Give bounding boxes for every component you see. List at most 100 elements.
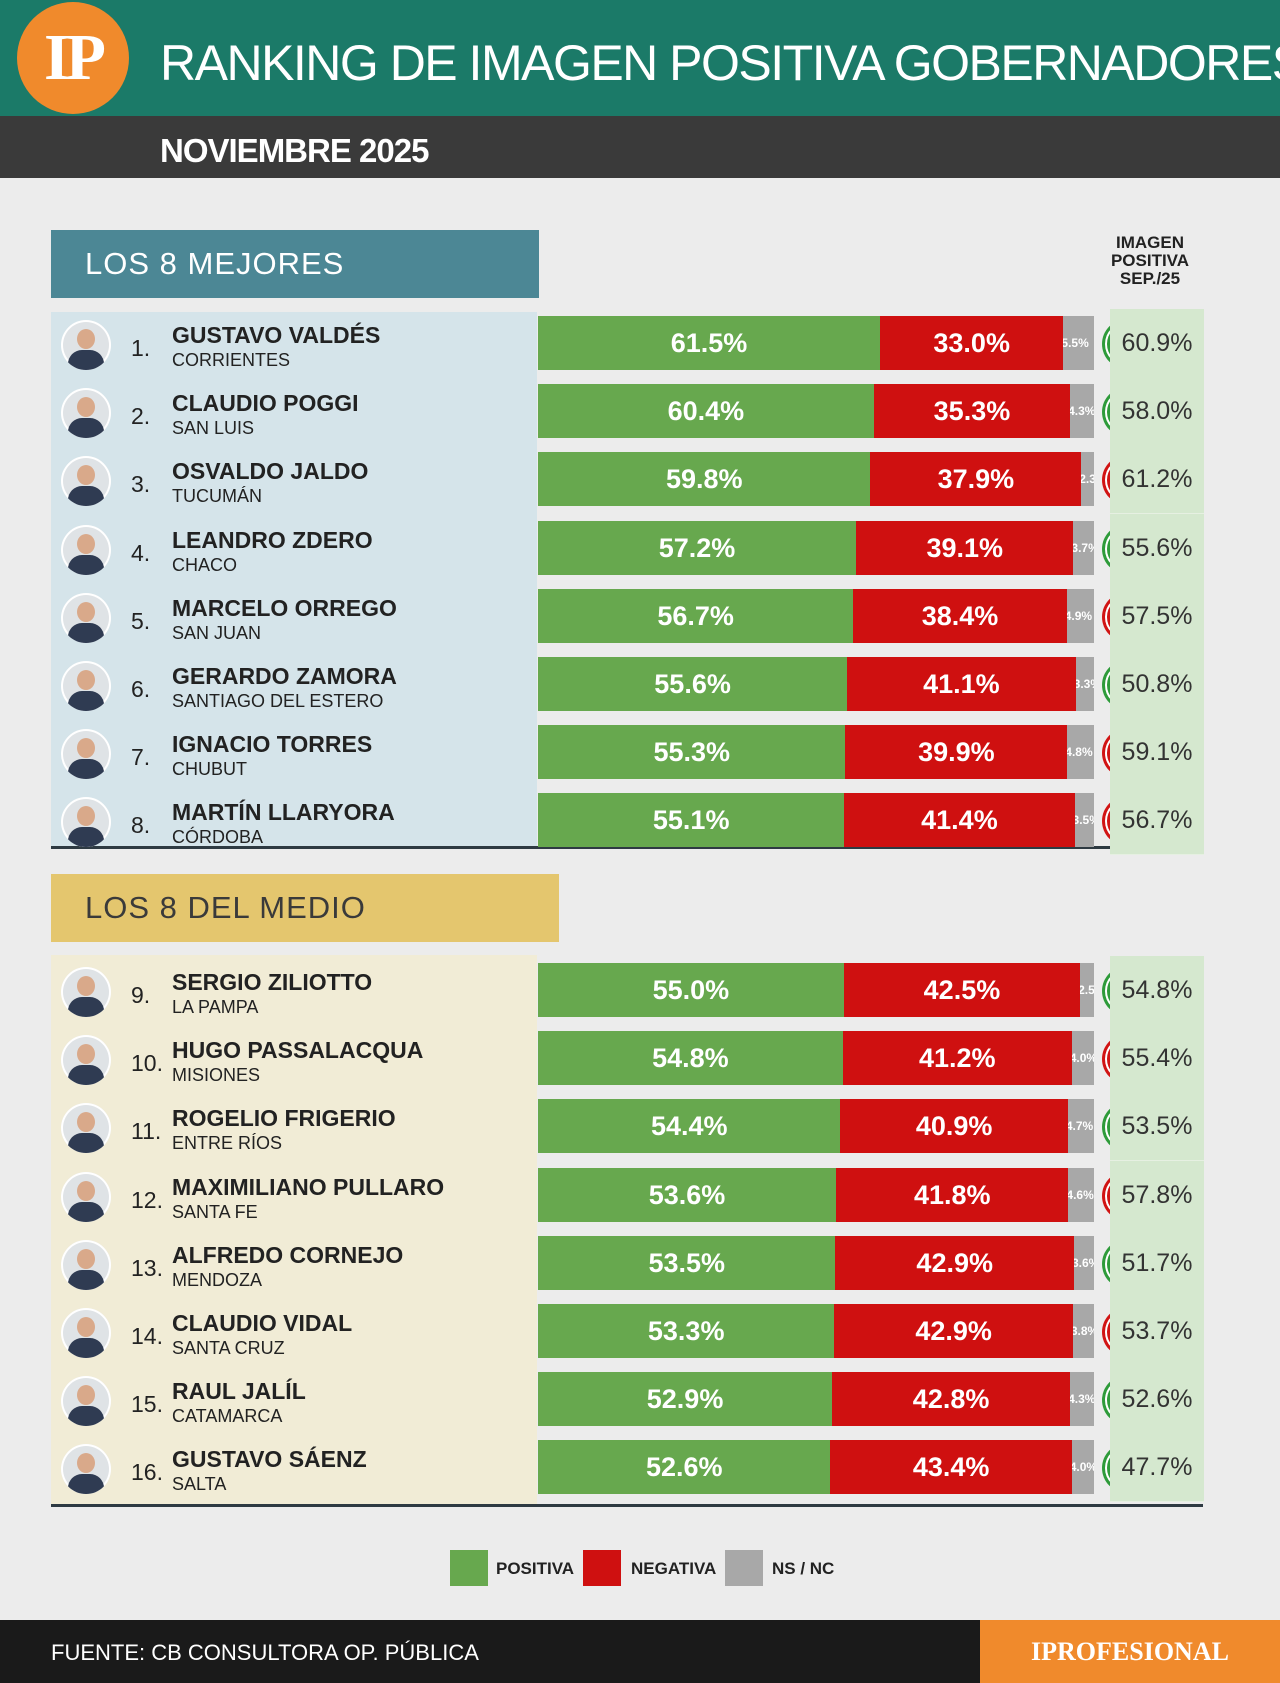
governor-photo	[61, 967, 111, 1017]
stacked-bar: 55.0% 42.5% 2.5%	[538, 963, 1094, 1017]
legend-label-positive: POSITIVA	[496, 1559, 575, 1578]
governor-photo	[61, 1171, 111, 1222]
avatar-head	[77, 1180, 95, 1201]
nsnc-value-label: 4.0%	[1071, 1051, 1094, 1066]
positive-value-label: 53.5%	[648, 1247, 725, 1278]
bar-negative: 40.9%	[840, 1099, 1068, 1154]
stacked-bar: 55.3% 39.9% 4.8%	[538, 725, 1094, 780]
avatar-head	[77, 533, 95, 554]
avatar-head	[77, 1044, 95, 1065]
avatar-head	[77, 1453, 95, 1474]
footer-bar: FUENTE: CB CONSULTORA OP. PÚBLICA IPROFE…	[0, 1620, 1280, 1683]
previous-positive-value: 54.8%	[1110, 956, 1204, 1025]
governor-row: 7. IGNACIO TORRES CHUBUT 55.3% 39.9% 4.8% 59.1…	[51, 718, 1204, 790]
bar-nsnc: 5.5%	[1063, 316, 1094, 370]
nsnc-value-label: 5.5%	[1063, 336, 1089, 350]
avatar-body	[68, 1133, 104, 1154]
avatar-head	[77, 976, 95, 996]
bar-negative: 37.9%	[870, 452, 1082, 507]
bar-negative: 41.1%	[847, 657, 1076, 711]
negative-value-label: 42.9%	[915, 1316, 992, 1346]
bar-negative: 41.2%	[842, 1031, 1072, 1086]
bar-positive: 59.8%	[538, 452, 871, 507]
avatar-head	[77, 670, 95, 690]
governor-photo	[61, 456, 111, 507]
avatar-head	[77, 1317, 95, 1337]
rank-number: 7.	[131, 744, 151, 771]
positive-value-label: 56.7%	[657, 600, 734, 631]
bar-nsnc: 4.6%	[1068, 1167, 1094, 1222]
bar-nsnc: 4.0%	[1071, 1440, 1094, 1495]
positive-value-label: 53.3%	[647, 1316, 725, 1346]
governor-row: 13.ALFREDO CORNEJOMENDOZA53.5%42.9%3.6%5…	[51, 1228, 1204, 1301]
avatar-body	[68, 1269, 104, 1290]
positive-value-label: 60.4%	[667, 396, 745, 427]
middle-panel-background	[51, 955, 537, 1504]
bar-nsnc: 3.5%	[1074, 793, 1094, 848]
legend-swatch-positive	[450, 1550, 488, 1586]
negative-value-label: 42.9%	[916, 1247, 993, 1278]
nsnc-value-label: 4.6%	[1068, 1187, 1094, 1202]
rank-number: 12.	[131, 1186, 163, 1213]
stacked-bar: 53.5% 42.9% 3.6%	[538, 1235, 1094, 1290]
bar-positive: 54.4%	[538, 1099, 841, 1154]
bar-nsnc: 2.5%	[1080, 963, 1094, 1017]
governor-name: MARCELO ORREGO	[172, 594, 397, 621]
bar-positive: 53.5%	[538, 1235, 836, 1290]
rank-number: 3.	[131, 471, 151, 498]
governor-photo	[61, 1239, 111, 1290]
governor-name: SERGIO ZILIOTTO	[172, 969, 373, 995]
section-title-best: LOS 8 MEJORES	[51, 230, 539, 298]
stacked-bar: 54.8% 41.2% 4.0%	[538, 1031, 1094, 1086]
bar-positive: 55.0%	[538, 963, 844, 1017]
bar-negative: 41.4%	[844, 793, 1075, 848]
positive-value-label: 55.3%	[653, 737, 730, 768]
governor-name: MAXIMILIANO PULLARO	[172, 1173, 445, 1200]
previous-positive-value: 61.2%	[1110, 445, 1204, 515]
governor-photo	[61, 1444, 111, 1495]
governor-name: GERARDO ZAMORA	[172, 663, 397, 689]
avatar-body	[68, 997, 104, 1017]
negative-value-label: 39.1%	[926, 532, 1003, 563]
negative-value-label: 38.4%	[921, 600, 999, 631]
negative-value-label: 39.9%	[918, 737, 995, 768]
previous-positive-value: 55.6%	[1110, 513, 1204, 583]
avatar-body	[68, 350, 104, 370]
negative-value-label: 41.1%	[923, 669, 1000, 699]
avatar-body	[68, 1406, 104, 1427]
avatar-head	[77, 1248, 95, 1269]
bar-nsnc: 3.6%	[1073, 1235, 1094, 1290]
negative-value-label: 42.5%	[923, 975, 1001, 1005]
bar-negative: 33.0%	[879, 316, 1064, 370]
nsnc-value-label: 4.8%	[1067, 745, 1093, 760]
avatar-head	[77, 601, 95, 622]
negative-value-label: 41.2%	[918, 1043, 996, 1074]
governor-row: 2. CLAUDIO POGGI SAN LUIS 60.4% 35.3% 4.3% 58.…	[51, 377, 1204, 449]
avatar-body	[68, 418, 104, 439]
stacked-bar: 57.2% 39.1% 3.7%	[538, 520, 1094, 575]
avatar-body	[68, 1338, 104, 1358]
nsnc-value-label: 3.6%	[1073, 1255, 1094, 1270]
rank-number: 5.	[131, 607, 151, 634]
positive-value-label: 53.6%	[648, 1179, 726, 1210]
governor-photo	[61, 592, 111, 643]
bar-negative: 42.9%	[835, 1235, 1074, 1290]
governor-photo	[61, 1308, 111, 1358]
bar-nsnc: 3.7%	[1073, 520, 1094, 575]
previous-positive-value: 58.0%	[1110, 377, 1204, 447]
previous-positive-value: 59.1%	[1110, 718, 1204, 788]
previous-positive-value: 55.4%	[1110, 1024, 1204, 1094]
governor-name: MARTÍN LLARYORA	[172, 799, 395, 826]
avatar-body	[68, 1201, 104, 1222]
positive-value-label: 55.1%	[652, 805, 730, 836]
rank-number: 1.	[131, 335, 151, 361]
negative-value-label: 41.8%	[913, 1179, 991, 1210]
bar-positive: 61.5%	[538, 316, 880, 370]
positive-value-label: 54.4%	[650, 1111, 728, 1142]
governor-photo	[61, 661, 111, 711]
